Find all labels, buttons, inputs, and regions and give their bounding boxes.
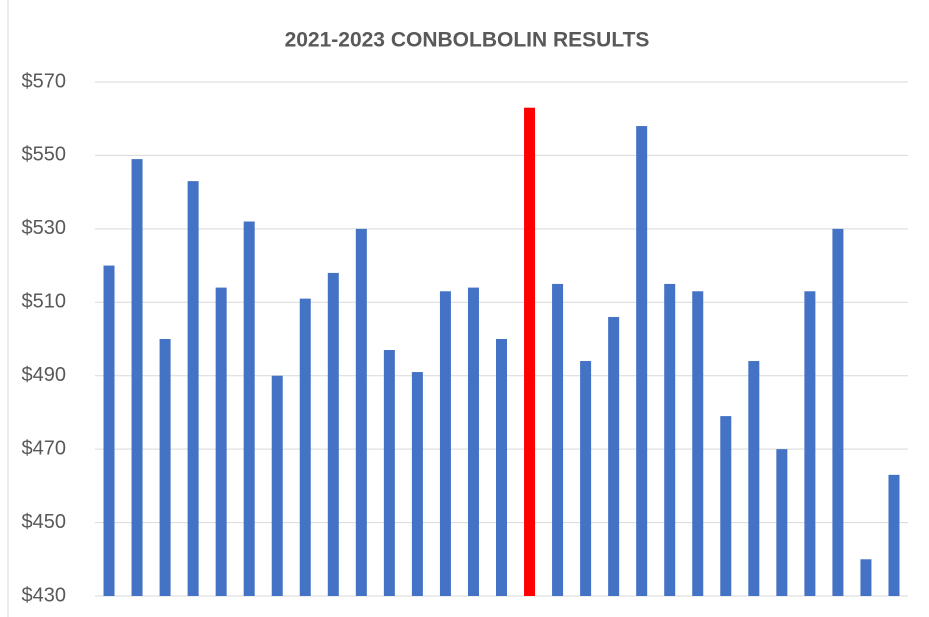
bar <box>383 350 395 596</box>
bar <box>608 316 620 596</box>
bar <box>888 474 900 596</box>
bar <box>552 283 564 596</box>
bar <box>580 361 592 596</box>
bar <box>299 298 311 596</box>
bar <box>720 416 732 596</box>
bar <box>776 449 788 596</box>
bar <box>103 265 115 596</box>
bar <box>467 287 479 596</box>
y-tick-label: $550 <box>22 144 67 166</box>
y-tick-label: $490 <box>22 364 67 386</box>
bar <box>524 107 536 596</box>
bar <box>664 283 676 596</box>
bar <box>411 372 423 596</box>
y-tick-label: $510 <box>22 291 67 313</box>
y-tick-label: $430 <box>22 584 67 606</box>
bar <box>748 361 760 596</box>
bar <box>692 291 704 596</box>
chart-title: 2021-2023 CONBOLBOLIN RESULTS <box>285 29 650 52</box>
bar <box>636 126 648 597</box>
bar <box>804 291 816 596</box>
bar <box>131 159 143 596</box>
bar <box>327 272 339 596</box>
bar <box>355 228 367 596</box>
bar <box>243 221 255 596</box>
y-tick-label: $530 <box>22 217 67 239</box>
y-tick-label: $450 <box>22 511 67 533</box>
bar <box>215 287 227 596</box>
bar <box>159 339 171 596</box>
bar <box>271 375 283 596</box>
bar <box>496 339 507 596</box>
bar <box>832 228 844 596</box>
bar <box>860 559 872 596</box>
y-tick-label: $470 <box>22 437 67 459</box>
bar <box>187 181 199 596</box>
y-tick-label: $570 <box>22 70 67 92</box>
bar <box>439 291 451 596</box>
